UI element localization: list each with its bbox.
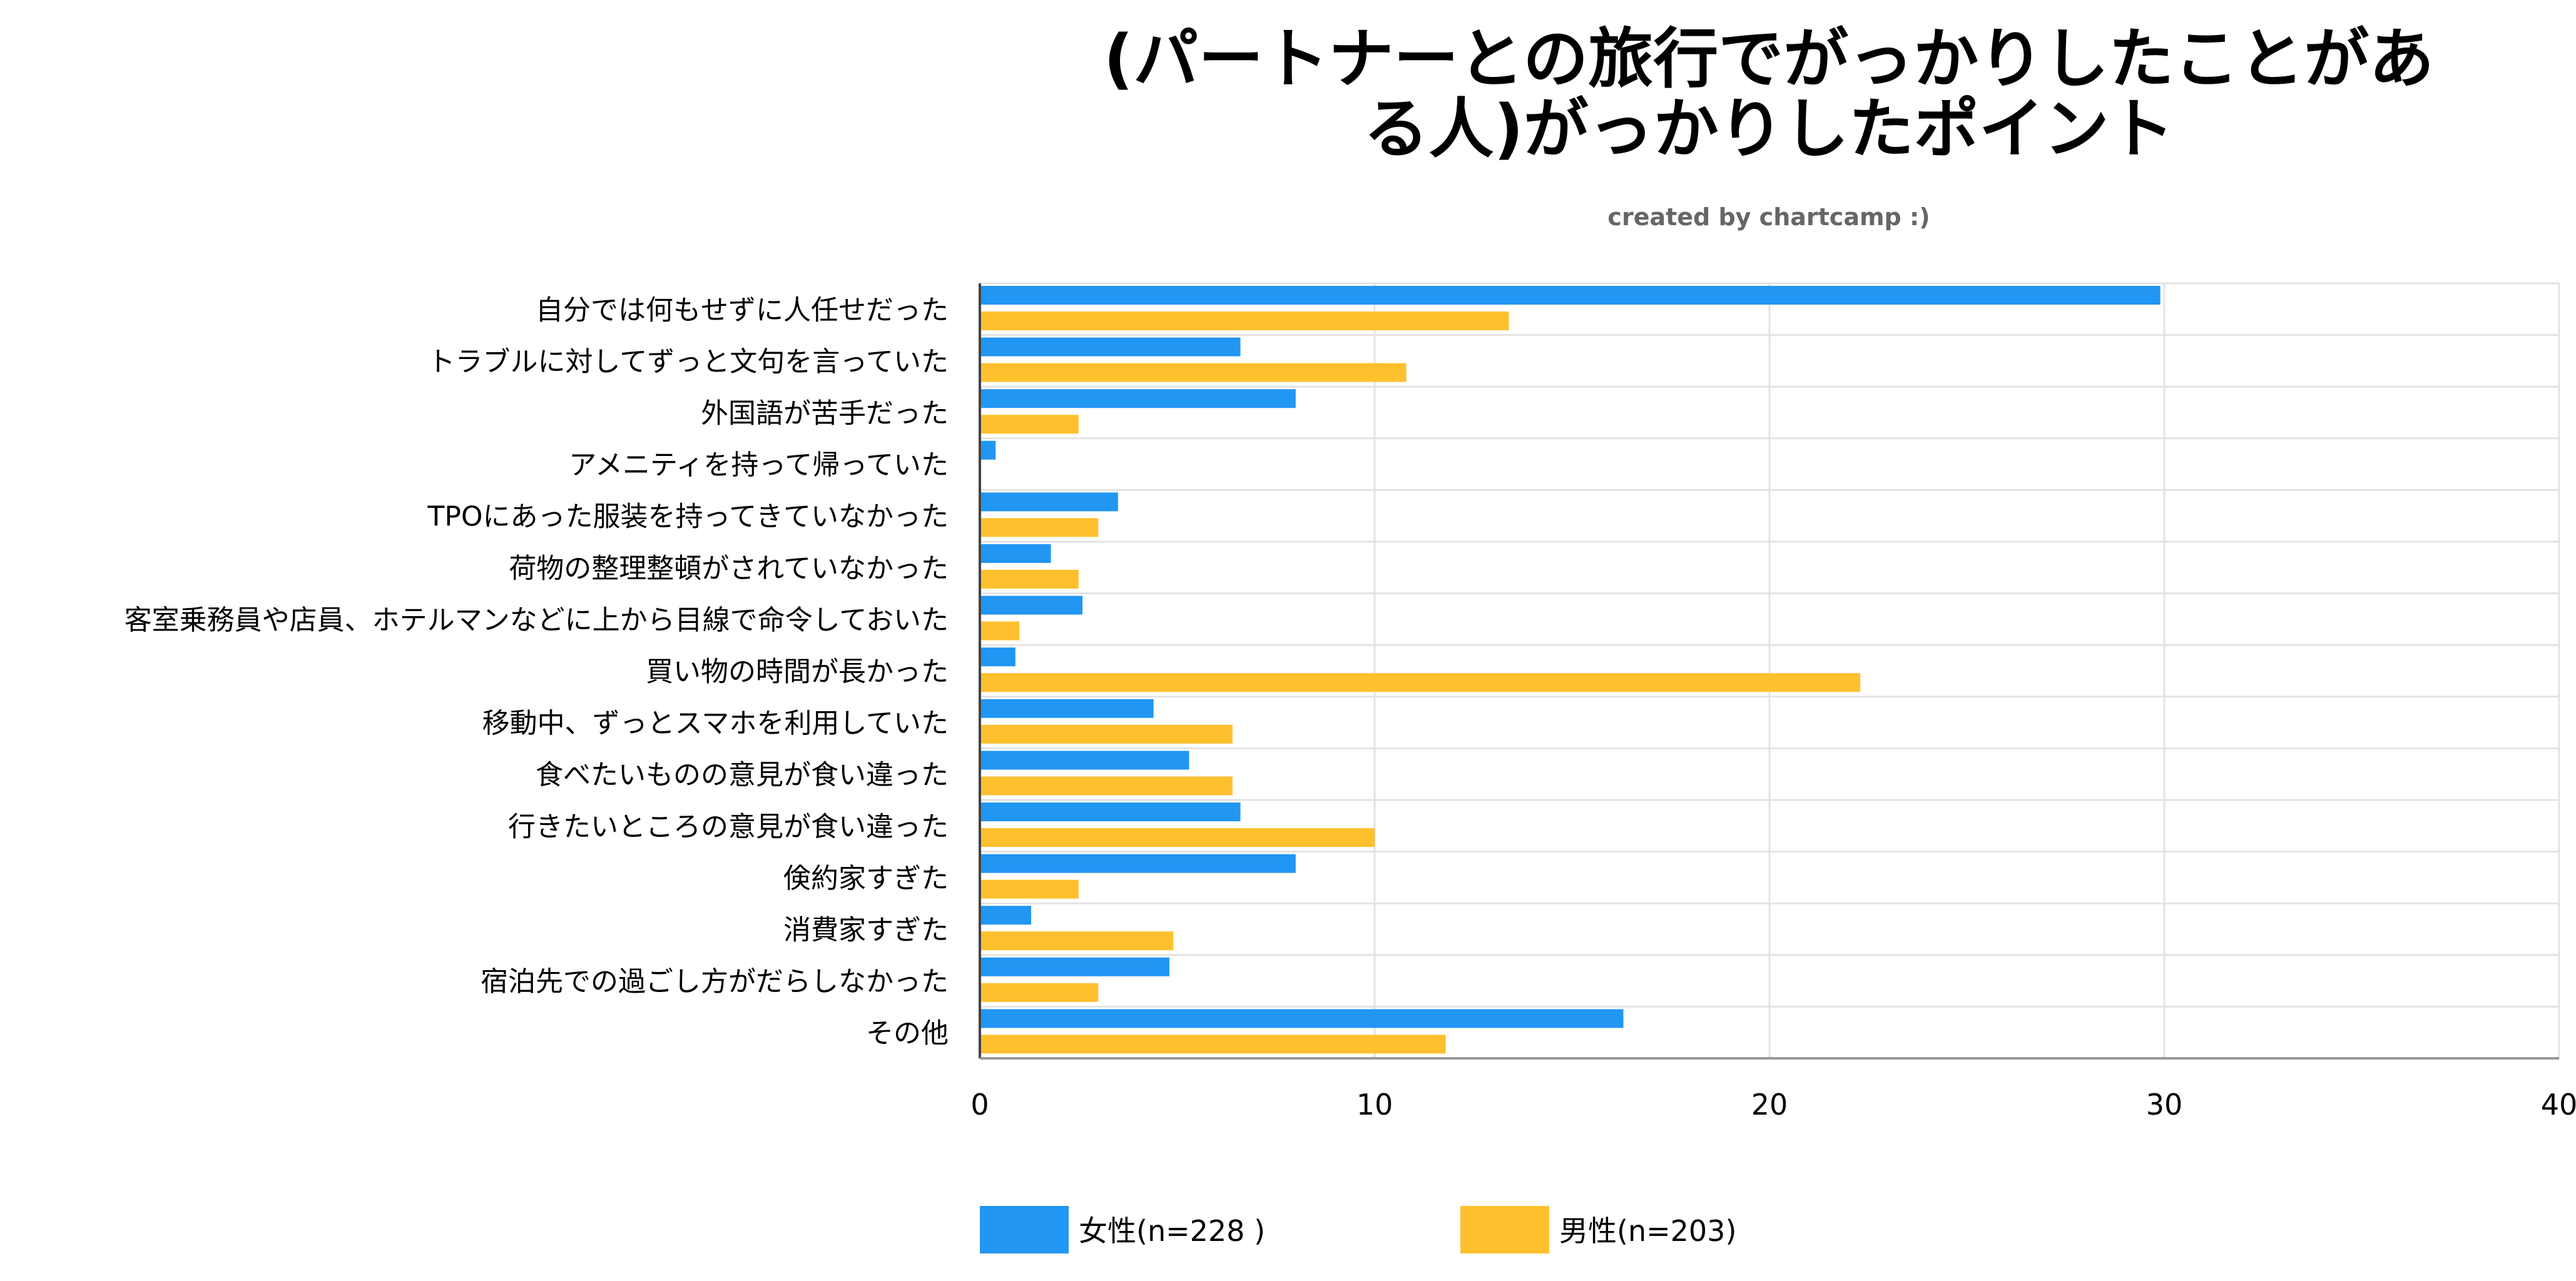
bar-male <box>980 1035 1446 1054</box>
category-label: トラブルに対してずっと文句を言っていた <box>428 346 949 378</box>
bar-female <box>980 699 1154 718</box>
x-tick-labels: 0 10 20 30 40 <box>970 1088 2576 1122</box>
x-tick-label: 20 <box>1751 1088 1788 1122</box>
bar-female <box>980 906 1032 925</box>
category-label: TPOにあった服装を持ってきていなかった <box>427 501 949 533</box>
legend-label-female: 女性(n=228 ) <box>1079 1214 1265 1248</box>
category-labels: 自分では何もせずに人任せだったトラブルに対してずっと文句を言っていた外国語が苦手… <box>125 294 949 1049</box>
bar-male <box>980 983 1099 1002</box>
bar-female <box>980 337 1241 357</box>
bar-male <box>980 415 1079 434</box>
category-label: 宿泊先での過ごし方がだらしなかった <box>481 966 949 998</box>
grid-lines <box>980 282 2560 1060</box>
category-label: 自分では何もせずに人任せだった <box>536 294 949 326</box>
bar-female <box>980 492 1118 512</box>
bar-male <box>980 931 1174 951</box>
bar-female <box>980 440 996 460</box>
category-label: 移動中、ずっとスマホを利用していた <box>482 707 949 739</box>
category-label: 客室乗務員や店員、ホテルマンなどに上から目線で命令しておいた <box>125 604 949 636</box>
category-label: アメニティを持って帰っていた <box>569 449 949 481</box>
x-tick-label: 40 <box>2541 1088 2576 1122</box>
bar-male <box>980 879 1079 899</box>
x-tick-label: 30 <box>2146 1088 2183 1122</box>
legend-swatch-male <box>1460 1206 1549 1253</box>
category-label: 倹約家すぎた <box>783 863 949 894</box>
legend-swatch-female <box>980 1206 1069 1253</box>
bar-female <box>980 595 1083 615</box>
bar-male <box>980 363 1407 382</box>
category-label: 消費家すぎた <box>783 914 949 946</box>
bar-female <box>980 751 1189 770</box>
category-label: 外国語が苦手だった <box>701 398 949 430</box>
x-tick-label: 10 <box>1357 1088 1393 1122</box>
bar-male <box>980 621 1020 640</box>
category-label: 荷物の整理整頓がされていなかった <box>509 552 949 584</box>
bar-male <box>980 776 1233 796</box>
legend: 女性(n=228 ) 男性(n=203) <box>980 1206 1736 1253</box>
bar-male <box>980 673 1861 692</box>
bar-female <box>980 854 1296 873</box>
x-tick-label: 0 <box>970 1088 989 1122</box>
bar-male <box>980 518 1099 537</box>
bar-male <box>980 724 1233 744</box>
chart-title-line-2: る人)がっかりしたポイント <box>1363 91 2174 167</box>
category-label: 食べたいものの意見が食い違った <box>536 759 949 791</box>
bar-male <box>980 311 1509 330</box>
chart-title-line-1: (パートナーとの旅行でがっかりしたことがあ <box>1104 21 2435 97</box>
bar-male <box>980 828 1375 847</box>
bar-female <box>980 389 1296 408</box>
bar-male <box>980 570 1079 589</box>
category-label: 買い物の時間が長かった <box>646 656 949 688</box>
legend-label-male: 男性(n=203) <box>1559 1214 1736 1248</box>
axes <box>979 283 2559 1060</box>
bar-female <box>980 957 1169 976</box>
category-label: 行きたいところの意見が食い違った <box>508 811 949 843</box>
bar-female <box>980 647 1016 667</box>
bar-female <box>980 544 1051 563</box>
bar-female <box>980 803 1241 821</box>
category-label: その他 <box>866 1018 949 1050</box>
bar-female <box>980 286 2161 305</box>
bars <box>980 286 2161 1054</box>
bar-female <box>980 1009 1624 1028</box>
chart-subtitle: created by chartcamp :) <box>1607 203 1930 231</box>
